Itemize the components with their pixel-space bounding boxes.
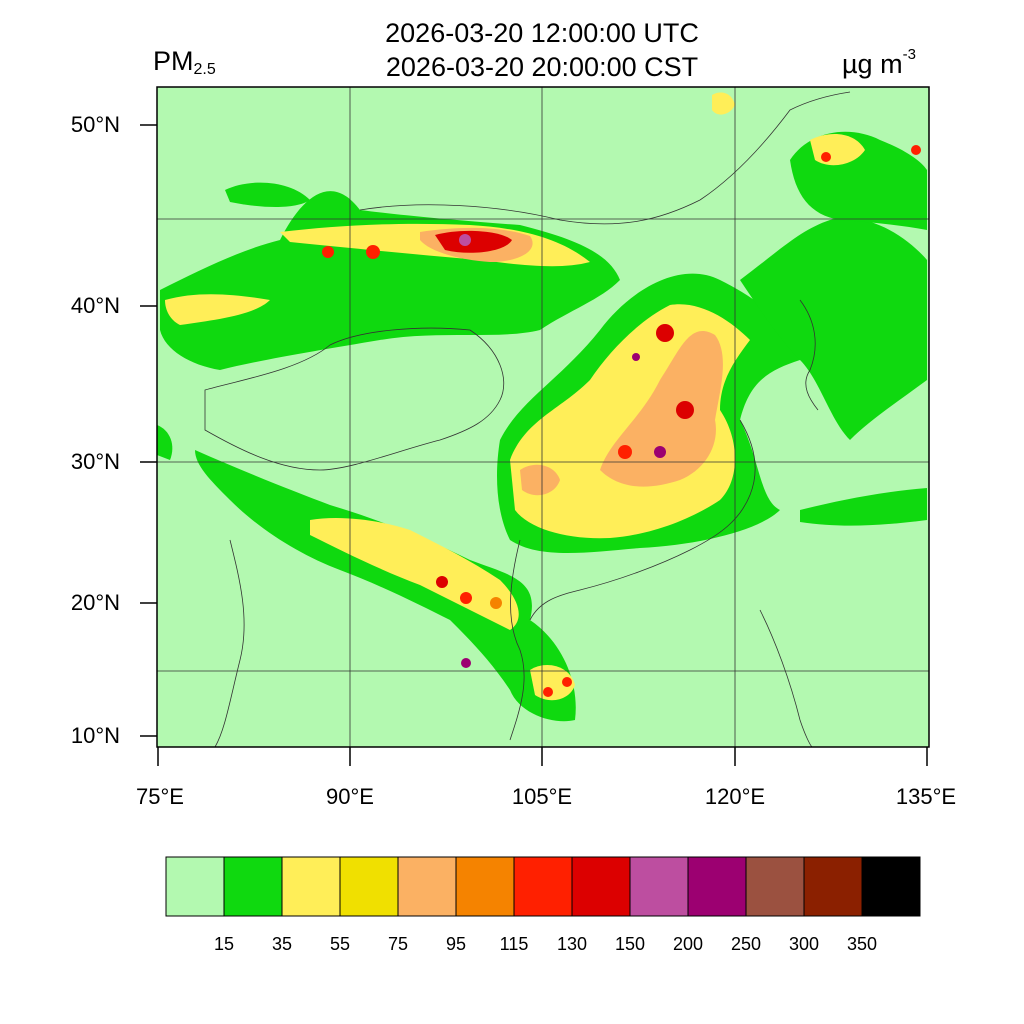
hotspot-northeast [821, 152, 831, 162]
colorbar-label: 250 [730, 934, 762, 954]
lat-label-20: 20°N [70, 590, 120, 615]
hotspot-far-east [911, 145, 921, 155]
colorbar-swatch [571, 856, 631, 917]
hotspot-myanmar-2 [460, 592, 472, 604]
hotspot-hubei-2 [654, 446, 666, 458]
hotspot-hubei-1 [618, 445, 632, 459]
lon-label-75: 75°E [136, 784, 184, 809]
lon-label-120: 120°E [704, 784, 766, 809]
colorbar-swatch [339, 856, 399, 917]
colorbar-label: 95 [445, 934, 467, 954]
field-west-patch [157, 425, 173, 460]
colorbar-label: 350 [846, 934, 878, 954]
lat-label-40: 40°N [70, 293, 120, 318]
hotspot-mongolia-core [459, 234, 471, 246]
field-southern-belt [195, 450, 576, 722]
hotspot-henan [676, 401, 694, 419]
colorbar-label: 15 [213, 934, 235, 954]
colorbar-label: 200 [672, 934, 704, 954]
lon-label-90: 90°E [326, 784, 374, 809]
boundary-philippines [759, 609, 813, 748]
field-china-orange [600, 331, 723, 487]
lon-label-105: 105°E [511, 784, 573, 809]
field-northwest-patch [225, 182, 310, 207]
hotspot-west-1 [322, 246, 334, 258]
units-text: µg m [842, 49, 903, 79]
hotspot-beijing [656, 324, 674, 342]
variable-name-text: PM [153, 46, 194, 76]
field-indochina-yellow [530, 665, 575, 701]
hotspot-myanmar-1 [436, 576, 448, 588]
colorbar-label: 150 [614, 934, 646, 954]
boundaries [204, 91, 851, 748]
title-cst: 2026-03-20 20:00:00 CST [385, 52, 699, 82]
field-north-tip-yellow [712, 92, 735, 115]
boundary-northeast [699, 91, 851, 201]
colorbar-swatch [629, 856, 689, 917]
boundary-tibet [204, 327, 504, 471]
boundary-india [214, 539, 245, 748]
colorbar-swatch [803, 856, 863, 917]
map-frame [156, 86, 930, 748]
units-label: µg m-3 [842, 46, 916, 80]
grid-lines [157, 87, 929, 747]
colorbar-swatch [687, 856, 747, 917]
variable-name: PM2.5 [153, 46, 216, 79]
boundary-korea [799, 299, 819, 411]
colorbar-label: 75 [387, 934, 409, 954]
field-sichuan-orange [520, 464, 560, 496]
hotspot-thailand [461, 658, 471, 668]
lat-label-10: 10°N [70, 723, 120, 748]
boundary-indochina [509, 539, 525, 741]
colorbar-swatch [281, 856, 341, 917]
field-korea-japan [740, 218, 927, 440]
hotspot-west-2 [366, 245, 380, 259]
colorbar-swatch [223, 856, 283, 917]
title-utc: 2026-03-20 12:00:00 UTC [385, 18, 699, 48]
colorbar-label: 35 [271, 934, 293, 954]
colorbar-swatch [165, 856, 225, 917]
colorbar-label: 115 [499, 934, 529, 954]
field-tarim-yellow [165, 294, 270, 325]
hotspot-cambodia-1 [543, 687, 553, 697]
colorbar-label: 130 [556, 934, 588, 954]
boundary-mongolia [359, 199, 701, 225]
variable-subscript: 2.5 [193, 61, 216, 78]
colorbar-swatch [397, 856, 457, 917]
colorbar-swatch [455, 856, 515, 917]
boundary-coast [529, 419, 756, 621]
lat-label-30: 30°N [70, 449, 120, 474]
concentration-fields [157, 92, 927, 722]
hotspot-shanxi [632, 353, 640, 361]
colorbar-swatch [745, 856, 805, 917]
colorbar [165, 856, 921, 917]
units-exponent: -3 [902, 46, 916, 63]
colorbar-swatch [513, 856, 573, 917]
axis-ticks [140, 124, 928, 766]
colorbar-swatch [861, 856, 921, 917]
colorbar-label: 55 [329, 934, 351, 954]
hotspot-cambodia-2 [562, 677, 572, 687]
lat-label-50: 50°N [70, 112, 120, 137]
hotspot-mongolia [435, 230, 512, 253]
colorbar-label: 300 [788, 934, 820, 954]
hotspot-laos [490, 597, 502, 609]
field-east-sea [800, 488, 927, 526]
lon-label-135: 135°E [895, 784, 957, 809]
